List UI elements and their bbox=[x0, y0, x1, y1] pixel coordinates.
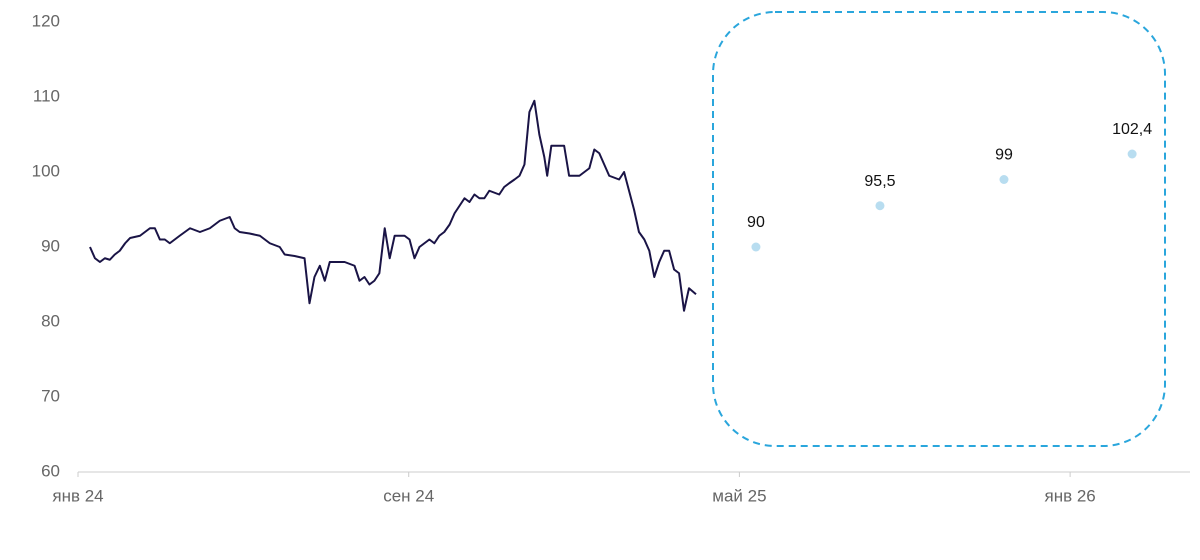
y-tick-label: 90 bbox=[41, 236, 60, 255]
point bbox=[999, 175, 1009, 184]
y-tick-label: 100 bbox=[32, 161, 60, 180]
value-label: 99 bbox=[995, 147, 1013, 164]
y-tick-label: 120 bbox=[32, 11, 60, 30]
point bbox=[1127, 149, 1137, 159]
x-tick-label: янв 26 bbox=[1044, 486, 1095, 505]
line bbox=[89, 99, 697, 312]
point bbox=[875, 201, 885, 211]
y-tick-label: 110 bbox=[33, 86, 60, 105]
y-tick-label: 70 bbox=[41, 386, 60, 405]
value-label: 102,4 bbox=[1112, 121, 1152, 138]
x-tick-label: янв 24 bbox=[52, 486, 103, 505]
x-tick-label: май 25 bbox=[712, 486, 766, 505]
forecast-frame bbox=[712, 11, 1166, 447]
value-label: 90 bbox=[747, 214, 765, 231]
y-tick-label: 60 bbox=[41, 461, 60, 480]
x-tick-label: сен 24 bbox=[383, 486, 434, 505]
value-label: 95,5 bbox=[864, 173, 895, 190]
y-tick-label: 80 bbox=[41, 311, 60, 330]
point bbox=[751, 242, 761, 252]
